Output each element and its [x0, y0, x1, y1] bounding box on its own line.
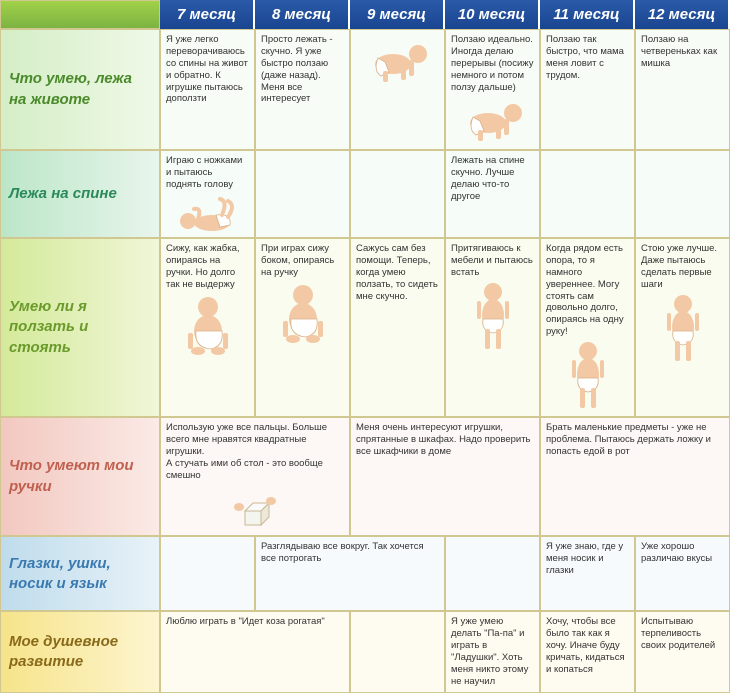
- cell-r3-c0: Использую уже все пальцы. Больше всего м…: [160, 417, 350, 536]
- cell-r4-c3: [445, 536, 540, 611]
- cell-text: Играю с ножками и пытаюсь поднять голову: [166, 155, 249, 191]
- row-label-4: Глазки, ушки, носик и язык: [0, 536, 160, 611]
- row-label-0: Что умею, лежа на животе: [0, 29, 160, 150]
- cell-r1-c1: [255, 150, 350, 238]
- cell-text: Уже хорошо различаю вкусы: [641, 541, 724, 565]
- row-label-1: Лежа на спине: [0, 150, 160, 238]
- cell-r1-c3: Лежать на спине скучно. Лучше делаю что-…: [445, 150, 540, 238]
- cell-text: Сижу, как жабка, опираясь на ручки. Но д…: [166, 243, 249, 291]
- row-label-3: Что умеют мои ручки: [0, 417, 160, 536]
- cell-r5-c3: Я уже умею делать "Па-па" и играть в "Ла…: [445, 611, 540, 692]
- cell-r2-c5: Стою уже лучше. Даже пытаюсь сделать пер…: [635, 238, 730, 417]
- cell-r1-c0: Играю с ножками и пытаюсь поднять голову: [160, 150, 255, 238]
- cell-text: Когда рядом есть опора, то я намного уве…: [546, 243, 629, 338]
- cell-r4-c1: Разглядываю все вокруг. Так хочется все …: [255, 536, 445, 611]
- cell-r5-c0: Люблю играть в "Идет коза рогатая": [160, 611, 350, 692]
- cell-text: Стою уже лучше. Даже пытаюсь сделать пер…: [641, 243, 724, 291]
- header-month-7: 7 месяц: [160, 0, 255, 29]
- row-label-5: Мое душевное развитие: [0, 611, 160, 692]
- cell-r1-c4: [540, 150, 635, 238]
- cell-r2-c2: Сажусь сам без помощи. Теперь, когда уме…: [350, 238, 445, 417]
- header-month-11: 11 месяц: [540, 0, 635, 29]
- header-month-8: 8 месяц: [255, 0, 350, 29]
- cell-r1-c2: [350, 150, 445, 238]
- cell-text: Ползаю идеально. Иногда делаю перерывы (…: [451, 34, 534, 93]
- row-label-2: Умею ли я ползать и стоять: [0, 238, 160, 417]
- cell-r0-c4: Ползаю так быстро, что мама меня ловит с…: [540, 29, 635, 150]
- cell-text: Использую уже все пальцы. Больше всего м…: [166, 422, 344, 481]
- cell-r5-c5: Испытываю терпеливость своих родителей: [635, 611, 730, 692]
- cell-r3-c2: Меня очень интересуют игрушки, спрятанны…: [350, 417, 540, 536]
- cell-text: Ползаю так быстро, что мама меня ловит с…: [546, 34, 629, 82]
- cell-r0-c3: Ползаю идеально. Иногда делаю перерывы (…: [445, 29, 540, 150]
- cell-r4-c5: Уже хорошо различаю вкусы: [635, 536, 730, 611]
- cell-text: При играх сижу боком, опираясь на ручку: [261, 243, 344, 279]
- cell-r5-c2: [350, 611, 445, 692]
- header-month-12: 12 месяц: [635, 0, 730, 29]
- cell-text: Разглядываю все вокруг. Так хочется все …: [261, 541, 439, 565]
- cell-r0-c1: Просто лежать - скучно. Я уже быстро пол…: [255, 29, 350, 150]
- cell-r2-c0: Сижу, как жабка, опираясь на ручки. Но д…: [160, 238, 255, 417]
- cell-text: Сажусь сам без помощи. Теперь, когда уме…: [356, 243, 439, 302]
- header-corner: [0, 0, 160, 29]
- cell-text: Испытываю терпеливость своих родителей: [641, 616, 724, 652]
- cell-r0-c5: Ползаю на четвереньках как мишка: [635, 29, 730, 150]
- cell-text: Просто лежать - скучно. Я уже быстро пол…: [261, 34, 344, 105]
- cell-r4-c4: Я уже знаю, где у меня носик и глазки: [540, 536, 635, 611]
- cell-r0-c2: [350, 29, 445, 150]
- cell-text: Я уже умею делать "Па-па" и играть в "Ла…: [451, 616, 534, 687]
- development-table: 7 месяц8 месяц9 месяц10 месяц11 месяц12 …: [0, 0, 730, 693]
- cell-r1-c5: [635, 150, 730, 238]
- cell-r2-c1: При играх сижу боком, опираясь на ручку: [255, 238, 350, 417]
- cell-text: Ползаю на четвереньках как мишка: [641, 34, 724, 70]
- cell-text: Брать маленькие предметы - уже не пробле…: [546, 422, 724, 458]
- cell-text: Я уже легко переворачиваюсь со спины на …: [166, 34, 249, 105]
- cell-r3-c4: Брать маленькие предметы - уже не пробле…: [540, 417, 730, 536]
- cell-text: Хочу, чтобы все было так как я хочу. Ина…: [546, 616, 629, 675]
- cell-r0-c0: Я уже легко переворачиваюсь со спины на …: [160, 29, 255, 150]
- cell-text: Меня очень интересуют игрушки, спрятанны…: [356, 422, 534, 458]
- header-month-9: 9 месяц: [350, 0, 445, 29]
- cell-text: Притягиваюсь к мебели и пытаюсь встать: [451, 243, 534, 279]
- cell-r2-c4: Когда рядом есть опора, то я намного уве…: [540, 238, 635, 417]
- cell-text: Я уже знаю, где у меня носик и глазки: [546, 541, 629, 577]
- cell-r2-c3: Притягиваюсь к мебели и пытаюсь встать: [445, 238, 540, 417]
- header-month-10: 10 месяц: [445, 0, 540, 29]
- cell-text: Люблю играть в "Идет коза рогатая": [166, 616, 344, 628]
- cell-r5-c4: Хочу, чтобы все было так как я хочу. Ина…: [540, 611, 635, 692]
- cell-text: Лежать на спине скучно. Лучше делаю что-…: [451, 155, 534, 203]
- cell-r4-c0: [160, 536, 255, 611]
